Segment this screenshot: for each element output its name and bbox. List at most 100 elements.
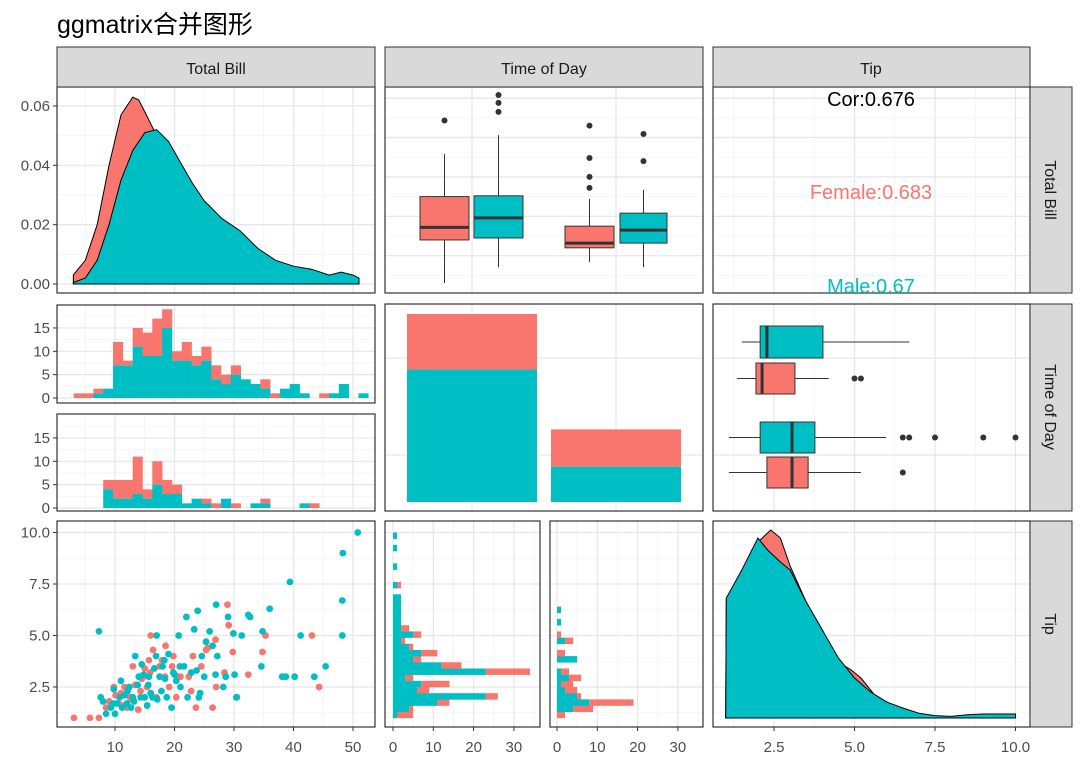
tip-hist-right-female-bar (573, 705, 594, 713)
hist-lower-male-bar (181, 503, 192, 508)
hist-upper-male-bar (289, 383, 300, 398)
tip-hist-left-male-bar (393, 668, 486, 675)
scatter-point-male (145, 673, 153, 681)
panel-border (56, 520, 376, 728)
hist-upper-female-bar (132, 327, 143, 347)
tip-hist-left-male-bar (393, 606, 402, 614)
tip-hist-left-male-bar (393, 619, 402, 626)
scatter-point-female (197, 663, 205, 670)
strip-top-tip: Tip (860, 61, 882, 78)
tip-hist-left-female-bar (409, 643, 414, 651)
hist-upper-male-bar (162, 327, 173, 398)
hist-upper-female-bar (152, 318, 163, 356)
hist-upper-female-bar (230, 365, 241, 375)
boxplot-outlier (857, 375, 864, 382)
hist-upper-female-bar (171, 351, 183, 361)
chart-title: ggmatrix合并图形 (57, 11, 253, 39)
hist-upper-female-bar (260, 379, 271, 389)
scatter-point-male (171, 671, 178, 679)
hist-upper-male-bar (142, 355, 153, 398)
tip-hist-left-female-bar (405, 674, 414, 682)
scatter-point-male (187, 669, 195, 676)
boxplot-outlier (899, 469, 906, 476)
hist-lower-female-bar (142, 489, 153, 499)
strip-top-bg (712, 46, 1031, 88)
tip-hist-left-male-bar (393, 711, 398, 719)
tip-hist-right-female-bar (561, 680, 574, 688)
y-tick-label-tip: 10.0 (21, 525, 50, 542)
hist-lower-male-bar (122, 498, 133, 508)
hist-upper-female-bar (113, 341, 124, 366)
hist-lower-male-bar (171, 493, 183, 508)
scatter-point-male (231, 671, 238, 679)
panel-border (384, 520, 541, 728)
tip-hist-left-male-bar (393, 625, 402, 632)
tip-hist-left-female-bar (397, 581, 402, 589)
hist-upper-female-bar (162, 309, 173, 328)
y-tick-label-count: 15 (33, 320, 50, 337)
hist-upper-female-bar (211, 365, 222, 380)
x-tick-label-tip: 10.0 (1001, 739, 1030, 756)
y-tick-label-count: 0 (42, 390, 50, 407)
hist-upper-female-bar (83, 393, 94, 398)
hist-upper-male-bar (221, 383, 232, 398)
scatter-point-male (168, 704, 175, 711)
tip-hist-right-male-bar (557, 668, 562, 675)
tip-hist-right-male-bar (557, 619, 562, 626)
hist-lower-female-bar (230, 503, 241, 508)
strip-top-bg (384, 46, 704, 88)
y-tick-label-count: 5 (42, 477, 50, 494)
tip-hist-right-female-bar (561, 668, 570, 675)
hist-upper-male-bar (132, 346, 143, 398)
right-strips: Total Bill Time of Day Tip (1029, 86, 1073, 728)
scatter-point-male (152, 652, 160, 660)
scatter-point-female (165, 683, 173, 691)
strip-right-bg (1029, 303, 1073, 512)
scatter-point-male (116, 693, 124, 701)
scatter-point-male (143, 702, 151, 709)
scatter-point-male (190, 625, 198, 633)
boxplot-outlier (586, 184, 593, 191)
scatter-point-male (135, 673, 143, 681)
scatter-point-male (196, 689, 204, 697)
scatter-point-female (145, 656, 153, 664)
hist-lower-female-bar (211, 503, 222, 508)
scatter-point-male (111, 710, 119, 718)
hist-upper-male-bar (211, 379, 222, 398)
scatter-point-male (144, 681, 152, 689)
tip-hist-left-female-bar (413, 631, 422, 638)
scatter-point-male (257, 663, 265, 670)
strip-top-total-bill: Total Bill (186, 61, 246, 78)
scatter-point-male (156, 673, 164, 681)
boxplot-outlier (586, 122, 593, 129)
correlation-text: Cor:0.676 Female:0.683 Male:0.67 (810, 89, 932, 298)
scatter-point-male (172, 677, 180, 685)
hist-upper-male-bar (152, 355, 163, 398)
boxplot-outlier (932, 434, 938, 441)
scatter-point-male (219, 683, 227, 691)
hist-lower-female-bar (201, 498, 212, 504)
tip-hist-right-male-bar (557, 606, 562, 614)
tip-hist-left-female-bar (401, 625, 410, 632)
strip-right-time-of-day: Time of Day (1041, 364, 1058, 450)
strip-right-tip: Tip (1041, 613, 1058, 635)
boxplot-outlier (495, 108, 502, 115)
tip-hist-left-male-bar (393, 631, 414, 638)
x-tick-label-tip: 5.0 (844, 739, 865, 756)
scatter-point-male (222, 673, 230, 681)
scatter-point-female (308, 632, 316, 639)
scatter-point-male (159, 663, 167, 670)
strip-right-total-bill: Total Bill (1041, 160, 1058, 220)
hist-lower-male-bar (142, 498, 153, 508)
scatter-point-male (134, 681, 142, 689)
y-tick-label-count: 5 (42, 367, 50, 384)
hist-upper-female-bar (142, 332, 153, 356)
boxplot-outlier (980, 434, 987, 441)
tip-hist-left-female-bar (421, 680, 450, 688)
x-tick-label-bill: 10 (107, 739, 124, 756)
boxplot-outlier (851, 375, 858, 382)
tip-hist-left-female-bar (401, 637, 406, 645)
scatter-point-male (244, 611, 252, 619)
boxplot-outlier (640, 130, 647, 137)
hist-lower-male-bar (191, 498, 202, 508)
